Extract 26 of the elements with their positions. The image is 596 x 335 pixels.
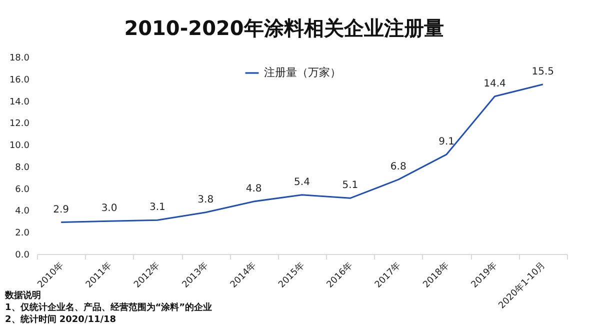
data-label: 14.4 — [484, 78, 506, 90]
y-tick-label: 6.0 — [15, 184, 30, 195]
data-label: 15.5 — [532, 66, 554, 78]
y-tick-label: 18.0 — [9, 54, 30, 64]
legend-label: 注册量（万家） — [264, 66, 341, 79]
data-label: 3.8 — [198, 194, 214, 206]
y-tick-label: 2.0 — [15, 228, 30, 239]
y-tick-label: 10.0 — [9, 141, 30, 152]
data-label: 9.1 — [438, 136, 454, 148]
data-label: 6.8 — [390, 162, 406, 173]
text: 数据说明 — [5, 290, 42, 302]
data-label: 5.1 — [342, 180, 358, 192]
chart-title: 2010-2020年涂料相关企业注册量 — [124, 16, 444, 40]
text: 1、仅统计企业名、产品、经营范围为“涂料”的企业 — [5, 302, 212, 314]
data-label: 3.1 — [150, 202, 166, 214]
data-label: 4.8 — [246, 183, 262, 194]
y-tick-label: 12.0 — [9, 119, 30, 130]
y-tick-label: 0.0 — [15, 250, 30, 260]
text: 2、统计时间 2020/11/18 — [5, 314, 118, 326]
data-label: 2.9 — [53, 204, 70, 216]
data-label: 3.0 — [101, 203, 118, 214]
y-tick-label: 4.0 — [15, 206, 30, 217]
y-tick-label: 14.0 — [9, 97, 30, 108]
y-tick-label: 16.0 — [9, 75, 30, 86]
data-label: 5.4 — [294, 176, 310, 188]
y-tick-label: 8.0 — [15, 162, 30, 173]
